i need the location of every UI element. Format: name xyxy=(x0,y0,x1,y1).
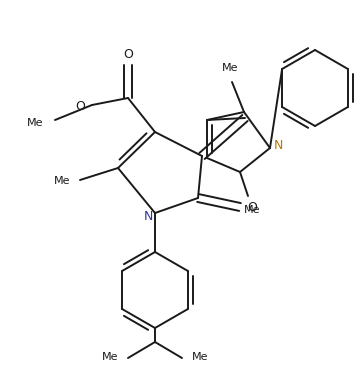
Text: O: O xyxy=(75,100,85,113)
Text: Me: Me xyxy=(102,352,118,362)
Text: Me: Me xyxy=(244,205,260,215)
Text: N: N xyxy=(273,138,283,152)
Text: Me: Me xyxy=(27,118,43,128)
Text: O: O xyxy=(123,48,133,61)
Text: Me: Me xyxy=(192,352,208,362)
Text: N: N xyxy=(143,210,153,223)
Text: Me: Me xyxy=(222,63,238,73)
Text: Me: Me xyxy=(54,176,70,186)
Text: O: O xyxy=(247,200,257,214)
